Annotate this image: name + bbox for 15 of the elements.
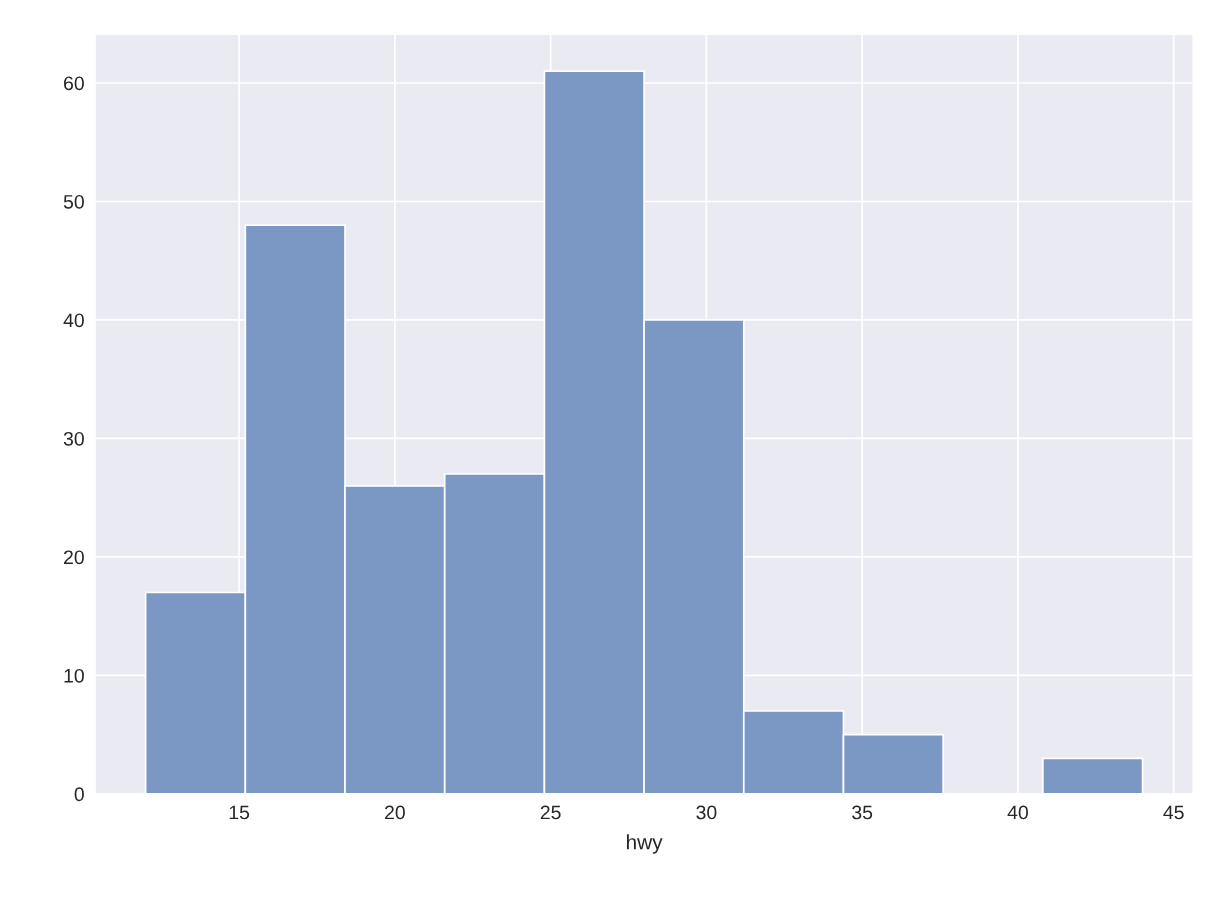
x-tick-label: 20 xyxy=(385,805,405,820)
y-tick-label: 50 xyxy=(63,194,84,209)
y-tick-label: 30 xyxy=(63,431,84,446)
x-tick-label: 45 xyxy=(1163,805,1184,820)
y-tick-label: 40 xyxy=(63,313,84,328)
y-tick-label: 60 xyxy=(64,76,84,91)
y-tick-label: 10 xyxy=(64,668,84,683)
x-tick-label: 40 xyxy=(1007,805,1028,820)
x-tick-label: 30 xyxy=(696,805,717,820)
x-axis-title: hwy xyxy=(627,834,663,854)
y-tick-label: 0 xyxy=(74,787,84,802)
y-tick-label: 20 xyxy=(64,550,84,565)
x-tick-label: 35 xyxy=(852,805,873,820)
x-tick-label: 25 xyxy=(540,805,561,820)
x-tick-label: 15 xyxy=(229,805,250,820)
